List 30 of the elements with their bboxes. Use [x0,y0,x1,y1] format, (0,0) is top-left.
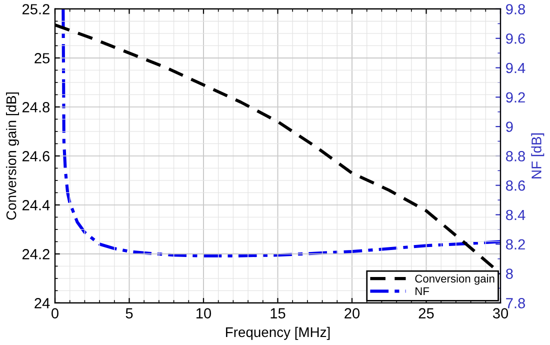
x-tick-label: 30 [492,308,508,318]
y2-tick-label: 9.8 [506,4,525,14]
y2-axis-title: NF [dB] [531,133,544,178]
y2-tick-label: 8.6 [506,180,525,191]
x-tick-label: 5 [126,308,133,318]
y2-tick-label: 9 [506,122,513,132]
y2-tick-label: 7.8 [506,298,525,308]
y-tick-label: 24.2 [22,249,50,260]
y2-tick-label: 9.2 [506,92,525,103]
y2-tick-label: 9.4 [506,62,526,74]
x-tick-label: 25 [418,308,434,318]
y-tick-label: 25 [34,53,50,64]
y2-tick-label: 8.4 [506,210,526,220]
y-tick-label: 25.2 [22,4,50,14]
y2-tick-label: 8.8 [506,151,525,162]
legend-label: Conversion gain [415,274,494,285]
x-axis-title: Frequency [MHz] [226,326,330,340]
x-tick-label: 0 [52,308,58,318]
x-tick-label: 15 [270,308,286,318]
y-tick-label: 24.8 [22,102,50,112]
legend-label: NF [416,287,430,296]
y-tick-label: 24 [34,298,50,308]
y2-tick-label: 8 [506,268,513,279]
x-tick-label: 10 [196,308,212,318]
y2-tick-label: 8.2 [506,239,525,250]
y-axis-title: Conversion gain [dB] [6,92,19,220]
y-tick-label: 24.6 [22,151,50,162]
y-tick-label: 24.4 [22,200,50,210]
x-tick-label: 20 [344,308,360,318]
y2-tick-label: 9.6 [506,33,525,44]
